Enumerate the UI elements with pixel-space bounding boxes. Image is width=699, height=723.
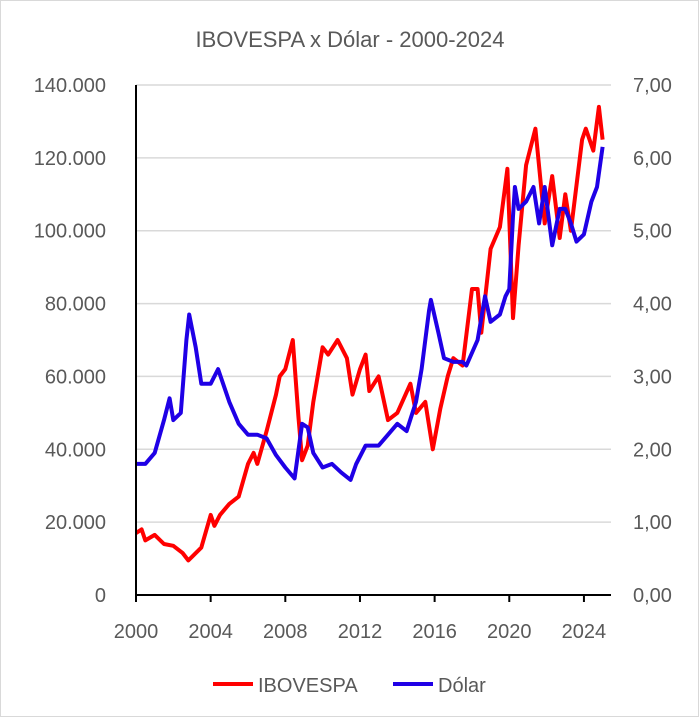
x-tick-label: 2008 (263, 621, 308, 643)
y-left-tick-label: 120.000 (34, 148, 106, 170)
series-line-dlar (136, 146, 605, 482)
x-tick-label: 2004 (188, 621, 233, 643)
legend-label-dolar: Dólar (438, 675, 486, 697)
y-right-tick-label: 3,00 (633, 366, 672, 388)
y-right-tick-label: 0,00 (633, 585, 672, 607)
y-right-tick-label: 6,00 (633, 148, 672, 170)
legend: IBOVESPA Dólar (213, 675, 486, 697)
y-right-tick-label: 1,00 (633, 512, 672, 534)
y-left-tick-label: 140.000 (34, 75, 106, 97)
chart-title: IBOVESPA x Dólar - 2000-2024 (196, 27, 505, 52)
y-left-tick-label: 0 (95, 585, 106, 607)
y-right-tick-label: 4,00 (633, 294, 672, 316)
y-left-tick-label: 40.000 (45, 439, 106, 461)
x-tick-label: 2000 (114, 621, 159, 643)
y-left-tick-label: 80.000 (45, 294, 106, 316)
y-right-tick-label: 2,00 (633, 439, 672, 461)
y-right-tick-label: 7,00 (633, 75, 672, 97)
x-tick-label: 2016 (412, 621, 457, 643)
x-tick-label: 2024 (562, 621, 607, 643)
series-line-ibovespa (134, 104, 605, 563)
y-right-tick-label: 5,00 (633, 221, 672, 243)
x-tick-label: 2020 (487, 621, 532, 643)
y-left-tick-label: 60.000 (45, 366, 106, 388)
y-left-tick-label: 20.000 (45, 512, 106, 534)
y-left-tick-label: 100.000 (34, 221, 106, 243)
legend-label-ibovespa: IBOVESPA (258, 675, 358, 697)
x-tick-label: 2012 (338, 621, 383, 643)
